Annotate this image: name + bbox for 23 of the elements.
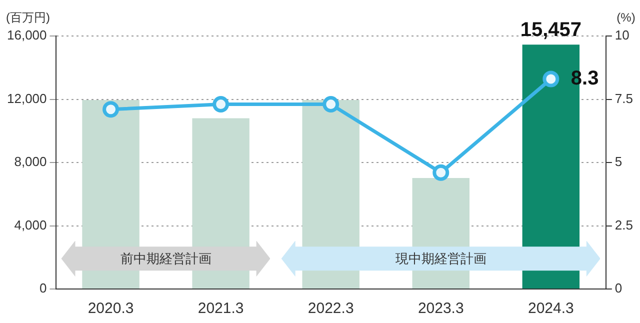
- y-tick-label: 0: [40, 280, 47, 296]
- point: [542, 70, 560, 88]
- y2-tick-label: 10: [614, 28, 630, 43]
- x-tick-label: 2023.3: [418, 300, 464, 318]
- y2-tick-label: 0: [614, 280, 622, 296]
- point: [322, 96, 340, 113]
- y-tick-label: 16,000: [6, 28, 47, 43]
- point: [432, 164, 450, 181]
- y-tick-label: 12,000: [6, 90, 47, 106]
- point: [102, 101, 120, 118]
- x-tick-label: 2021.3: [198, 300, 244, 318]
- y2-tick-label: 5: [614, 154, 622, 170]
- y-tick-label: 8,000: [14, 154, 47, 170]
- y-axis-title: (百万円): [6, 10, 50, 24]
- data-label: 15,457: [520, 19, 582, 42]
- x-tick-label: 2022.3: [308, 300, 354, 318]
- x-tick-label: 2020.3: [88, 300, 134, 318]
- y2-tick-label: 7.5: [614, 90, 634, 106]
- point: [212, 96, 230, 113]
- y2-tick-label: 2.5: [614, 217, 634, 232]
- y-tick-label: 4,000: [14, 217, 47, 232]
- x-tick-label: 2024.3: [528, 300, 574, 318]
- y2-axis-title: (%): [616, 10, 636, 24]
